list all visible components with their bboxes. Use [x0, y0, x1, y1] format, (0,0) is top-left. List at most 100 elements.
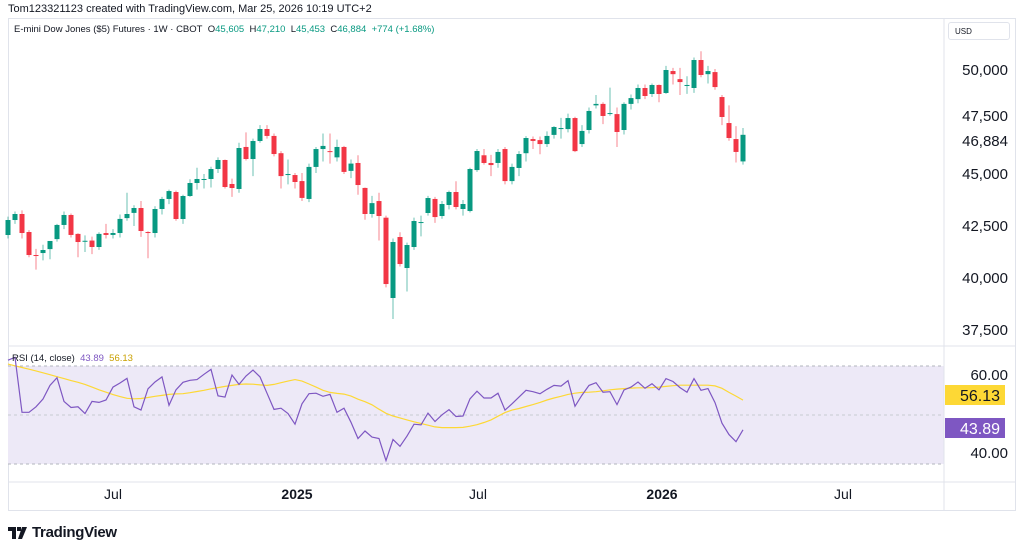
symbol-title[interactable]: E-mini Dow Jones ($5) Futures · 1W · CBO…	[14, 24, 203, 35]
candle	[152, 206, 158, 238]
candle-body	[719, 97, 725, 118]
candle	[404, 242, 410, 292]
candle-body	[243, 146, 249, 160]
candle	[369, 195, 375, 218]
rsi-ma-line	[7, 363, 744, 429]
candle	[110, 229, 116, 239]
candle-body	[726, 123, 732, 139]
candle-body	[194, 178, 200, 184]
price-axis[interactable]: 50,000 47,500 45,000 42,500 40,000 37,500 46,8…	[945, 62, 1011, 339]
candle-body	[285, 174, 291, 176]
candle-body	[530, 139, 536, 141]
rsi-title[interactable]: RSI (14, close)	[12, 353, 75, 364]
candle	[383, 215, 389, 288]
rsi-ma-value-tag	[945, 385, 1005, 405]
candle	[411, 217, 417, 250]
candle	[47, 240, 53, 260]
candle	[292, 172, 298, 189]
candle	[187, 179, 193, 197]
candle-body	[551, 126, 557, 135]
candle-body	[600, 103, 606, 116]
candle	[579, 125, 585, 147]
candle	[698, 51, 704, 78]
rsi-ma-legend-value: 56.13	[109, 353, 133, 364]
candle	[19, 210, 25, 239]
rsi-value-tag	[945, 418, 1005, 438]
close-label: C	[330, 24, 338, 35]
candle	[124, 192, 130, 221]
candle	[474, 149, 480, 172]
candle	[537, 136, 543, 155]
candle	[166, 189, 172, 205]
candle-body	[460, 204, 466, 210]
candle	[285, 159, 291, 185]
time-axis[interactable]: Jul 2025 Jul 2026 Jul	[104, 486, 852, 502]
candle-body	[26, 232, 32, 256]
candle-body	[250, 141, 256, 160]
candle-body	[502, 149, 508, 182]
candle	[607, 87, 613, 116]
change-value: +774 (+1.68%)	[371, 24, 435, 35]
candle	[313, 146, 319, 173]
time-tick-label: 2025	[281, 486, 312, 502]
candle	[264, 125, 270, 139]
candle	[628, 94, 634, 110]
candle-body	[222, 160, 228, 187]
candle-body	[516, 154, 522, 168]
rsi-tick-label: 60.00	[970, 367, 1008, 384]
candle	[593, 94, 599, 109]
candle-body	[383, 217, 389, 285]
candle-body	[96, 233, 102, 248]
candle-body	[341, 146, 347, 172]
candle-body	[446, 192, 452, 205]
candle-body	[425, 198, 431, 213]
candle-body	[187, 183, 193, 197]
candle	[495, 149, 501, 168]
candle	[432, 196, 438, 223]
candle-body	[145, 232, 151, 234]
chart-frame	[8, 18, 1016, 511]
tradingview-logo[interactable]: TradingView	[8, 524, 117, 541]
candle-body	[124, 213, 130, 219]
candle	[201, 174, 207, 189]
candles-layer	[5, 51, 746, 319]
candle	[523, 136, 529, 162]
candle	[194, 167, 200, 190]
candle-body	[75, 233, 81, 243]
last-price-tag	[945, 132, 1011, 150]
candle-body	[635, 87, 641, 100]
candle-body	[180, 196, 186, 220]
candle-body	[740, 134, 746, 162]
candle-body	[33, 255, 39, 257]
candle	[306, 163, 312, 203]
candle-body	[299, 181, 305, 198]
candle	[117, 214, 123, 238]
candle-body	[558, 128, 564, 130]
candle	[257, 125, 263, 143]
candle	[726, 105, 732, 141]
price-tick-label: 40,000	[962, 270, 1008, 287]
candle-body	[579, 130, 585, 145]
candle	[327, 133, 333, 164]
candle	[390, 238, 396, 319]
candle	[600, 102, 606, 125]
candle	[299, 172, 305, 202]
candle	[96, 232, 102, 250]
candle	[243, 132, 249, 161]
rsi-layer	[7, 356, 744, 463]
open-value: 45,605	[215, 24, 245, 35]
candle	[222, 159, 228, 189]
candle	[61, 211, 67, 230]
rsi-axis[interactable]: 60.00 40.00 56.13 43.89	[945, 367, 1008, 462]
last-price-label: 46,884	[962, 133, 1008, 150]
candle	[229, 178, 235, 197]
candle	[131, 205, 137, 226]
candle-body	[103, 233, 109, 235]
candle-body	[691, 60, 697, 88]
currency-button[interactable]: USD	[948, 22, 1010, 40]
candle	[26, 230, 32, 258]
candle	[712, 68, 718, 90]
candle	[12, 211, 18, 224]
candle	[586, 107, 592, 134]
